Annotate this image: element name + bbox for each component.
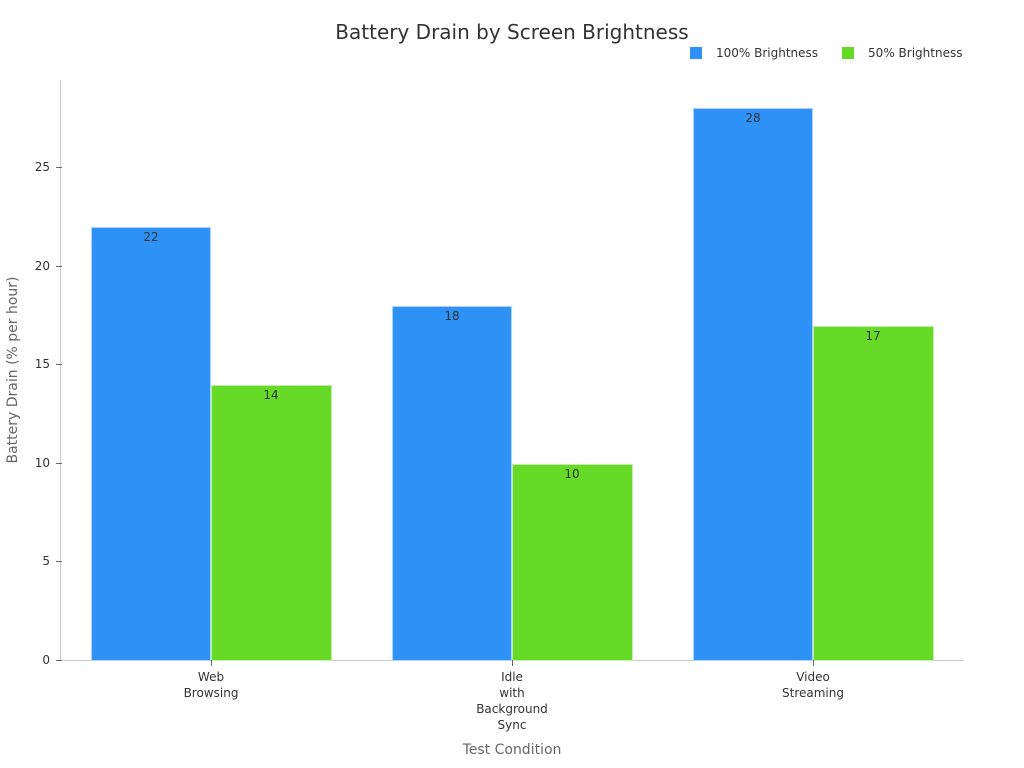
y-tick: 15 [0, 357, 62, 372]
legend: 100% Brightness 50% Brightness [690, 46, 986, 60]
bar-idle-50[interactable] [512, 464, 633, 661]
x-category-video-streaming: Video Streaming [782, 670, 844, 700]
legend-item-100[interactable]: 100% Brightness [690, 46, 818, 60]
legend-item-50[interactable]: 50% Brightness [842, 46, 962, 60]
chart-title: Battery Drain by Screen Brightness [335, 20, 689, 44]
x-tick [211, 660, 212, 666]
x-category-idle-sync: Idle with Background Sync [476, 670, 548, 732]
x-category-web-browsing: Web Browsing [183, 670, 239, 700]
legend-swatch-icon [842, 47, 855, 59]
x-tick [813, 660, 814, 666]
legend-label: 50% Brightness [868, 46, 963, 60]
bar-idle-100[interactable] [392, 306, 512, 661]
bar-value-label: 17 [865, 329, 881, 343]
legend-label: 100% Brightness [716, 46, 819, 60]
bar-video-50[interactable] [813, 326, 934, 661]
legend-swatch-icon [690, 47, 702, 59]
bar-value-label: 22 [143, 230, 159, 244]
y-tick: 20 [0, 259, 62, 274]
x-axis-title: Test Condition [462, 742, 562, 758]
bar-value-label: 18 [444, 309, 460, 323]
bar-value-label: 14 [263, 388, 279, 402]
y-tick: 25 [0, 160, 62, 175]
bar-value-label: 28 [745, 111, 761, 125]
bar-web-100[interactable] [91, 227, 211, 661]
y-tick: 0 [0, 653, 62, 668]
y-axis-line [60, 80, 61, 661]
bar-video-100[interactable] [693, 108, 813, 661]
bar-web-50[interactable] [211, 385, 332, 661]
y-tick: 5 [0, 554, 62, 569]
x-tick [512, 660, 513, 666]
y-tick: 10 [0, 456, 62, 471]
bar-value-label: 10 [564, 467, 580, 481]
